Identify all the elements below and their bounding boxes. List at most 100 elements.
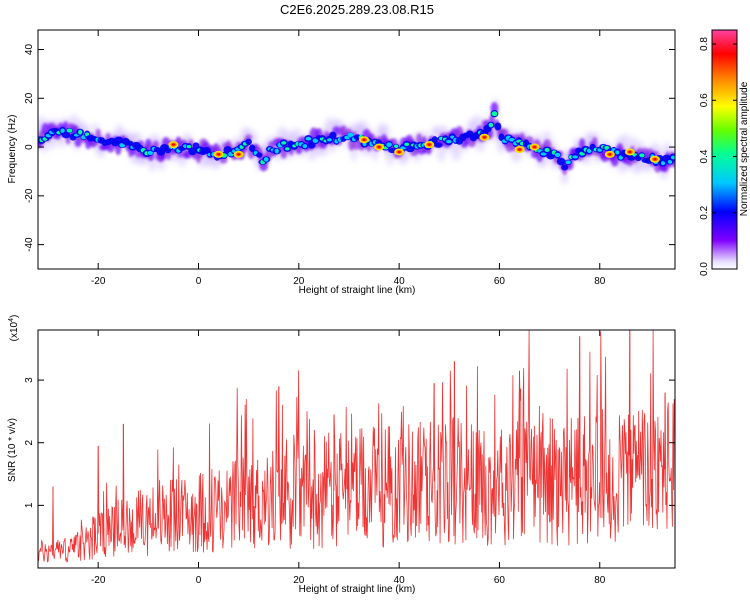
- x-tick-label: 80: [594, 276, 606, 287]
- colorbar: 0.0 0.2 0.4 0.6 0.8 Normalized spectral ampl…: [699, 29, 750, 276]
- spectrogram-cell: [312, 138, 319, 143]
- colorbar-tick-label: 0.2: [699, 205, 710, 219]
- spectrogram-marks: [38, 98, 675, 185]
- spectrogram-cell: [586, 148, 592, 154]
- spectrogram-cell: [491, 111, 498, 117]
- spectrogram-hotspot: [237, 153, 241, 156]
- spectrogram-cell: [347, 132, 354, 138]
- spectrogram-hotspot: [482, 136, 486, 139]
- spectrogram-cell: [561, 164, 569, 171]
- y-tick-label: -40: [24, 237, 35, 252]
- spectrogram-cell: [556, 157, 566, 166]
- colorbar-tick-label: 0.0: [699, 262, 710, 276]
- spectrogram-cell: [245, 134, 253, 141]
- spectrogram-cell: [274, 148, 279, 154]
- colorbar-tick-label: 0.6: [699, 93, 710, 107]
- colorbar-frame: [711, 29, 738, 270]
- x-tick-label: 40: [394, 276, 406, 287]
- spectrogram-x-ticks: -20 0 20 40 60 80: [91, 30, 606, 287]
- spectrogram-hotspot: [427, 143, 431, 146]
- x-tick-label: -20: [91, 276, 106, 287]
- snr-y-multiplier-base: (x10: [9, 321, 20, 341]
- spectrogram-cell: [544, 147, 550, 153]
- x-tick-label: 20: [293, 575, 305, 586]
- spectrogram-cell: [245, 138, 252, 146]
- spectrogram-core: [38, 109, 675, 171]
- spectrogram-hotspot: [518, 148, 522, 151]
- spectrogram-cell: [660, 161, 665, 166]
- y-tick-label: 40: [24, 44, 35, 56]
- colorbar-label: Normalized spectral amplitude: [739, 81, 750, 216]
- spectrogram-cell: [295, 147, 303, 154]
- chart-title: C2E6.2025.289.23.08.R15: [280, 2, 434, 17]
- spectrogram-cell: [78, 129, 83, 135]
- snr-series-line: [38, 330, 675, 563]
- spectrogram-cell: [114, 136, 124, 145]
- spectrogram-hotspot: [217, 153, 221, 156]
- y-tick-label: 0: [24, 144, 35, 150]
- y-tick-label: 20: [24, 92, 35, 104]
- spectrogram-y-label: Frequency (Hz): [7, 115, 18, 184]
- y-tick-label: 3: [24, 377, 35, 383]
- spectrogram-cell: [433, 142, 443, 148]
- spectrogram-cell: [572, 155, 578, 159]
- colorbar-tick-label: 0.8: [699, 37, 710, 51]
- x-tick-label: 0: [196, 276, 202, 287]
- spectrogram-panel: -20 0 20 40 60 80 -40 -20 0 20 40 Height of strai…: [7, 29, 676, 296]
- spectrogram-hotspot: [171, 143, 175, 146]
- spectrogram-frame: [37, 29, 676, 270]
- spectrogram-cell: [393, 144, 399, 148]
- spectrogram-cell: [251, 131, 258, 145]
- snr-frame: [37, 329, 676, 569]
- spectrogram-cell: [60, 128, 65, 133]
- spectrogram-cell: [560, 172, 569, 185]
- spectrogram-x-label: Height of straight line (km): [299, 285, 416, 296]
- spectrogram-cell: [305, 136, 312, 141]
- spectrogram-cell: [386, 142, 392, 147]
- colorbar-ticks: 0.0 0.2 0.4 0.6 0.8: [699, 37, 737, 276]
- spectrogram-cell: [66, 128, 73, 133]
- spectrogram-hotspot: [377, 145, 381, 149]
- snr-y-multiplier-close: ): [9, 315, 20, 318]
- spectrogram-hotspot: [362, 138, 366, 141]
- spectrogram-cell: [249, 144, 256, 153]
- spectrogram-cell: [327, 138, 332, 142]
- x-tick-label: 20: [293, 276, 305, 287]
- spectrogram-cell: [329, 131, 337, 140]
- snr-y-label: SNR (10 * v/v): [7, 418, 18, 482]
- x-tick-label: 60: [494, 575, 506, 586]
- spectrogram-cell: [302, 144, 307, 149]
- snr-y-multiplier: (x104): [8, 315, 20, 342]
- spectrogram-cell: [488, 122, 494, 128]
- colorbar-gradient: [712, 30, 737, 269]
- spectrogram-cell: [437, 143, 445, 163]
- spectrogram-y-ticks: -40 -20 0 20 40: [24, 44, 675, 252]
- x-tick-label: -20: [91, 575, 106, 586]
- colorbar-tick-label: 0.4: [699, 149, 710, 163]
- spectrogram-cell: [670, 155, 675, 160]
- snr-y-ticks: 1 2 3: [24, 377, 675, 508]
- spectrogram-cell: [285, 147, 290, 151]
- snr-panel: -20 0 20 40 60 80 1 2 3 Height of straight line…: [7, 315, 676, 595]
- snr-y-multiplier-exponent: 4: [8, 318, 15, 322]
- spectrogram-cell: [554, 152, 561, 157]
- spectrogram-cell: [188, 147, 197, 156]
- spectrogram-cell: [667, 159, 673, 164]
- spectrogram-hotspot: [608, 153, 612, 156]
- x-tick-label: 60: [494, 276, 506, 287]
- spectrogram-hotspot: [628, 150, 632, 154]
- spectrogram-cell: [147, 150, 154, 156]
- spectrogram-hotspot: [397, 150, 401, 154]
- spectrogram-cell: [378, 123, 390, 141]
- spectrogram-cell: [281, 141, 287, 145]
- spectrogram-cell: [404, 142, 410, 147]
- y-tick-label: 2: [24, 440, 35, 446]
- spectrogram-hotspot: [653, 158, 657, 161]
- x-tick-label: 40: [394, 575, 406, 586]
- snr-marks: [38, 330, 675, 563]
- spectrogram-cell: [446, 139, 452, 144]
- spectrogram-cell: [256, 152, 263, 158]
- spectrogram-cell: [431, 136, 438, 145]
- spectrogram-cell: [565, 160, 571, 165]
